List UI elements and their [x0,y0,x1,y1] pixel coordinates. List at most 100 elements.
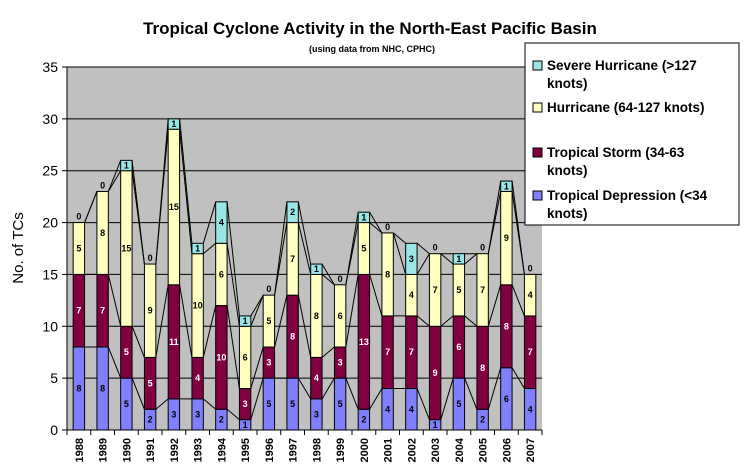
series-connector [84,118,525,317]
bar-segment [120,159,133,172]
x-tick-label: 2000 [359,438,371,462]
x-tick-label: 1997 [288,438,300,462]
x-tick-label: 1991 [145,438,157,462]
x-tick-label: 1999 [335,438,347,462]
data-label: 4 [385,404,390,414]
data-label: 0 [480,243,485,253]
x-tick-label: 1995 [240,438,252,462]
y-tick-label: 30 [42,111,58,127]
x-tick-label: 2001 [383,438,395,462]
y-tick-label: 0 [50,422,58,438]
bar-segment [476,253,489,327]
data-label: 9 [433,368,438,378]
x-axis-ticks: 1988 1989 1990 1991 1992 1993 1994 1995 1996 1997… [66,430,543,462]
x-tick-label: 1992 [169,438,181,462]
data-label: 6 [243,352,248,362]
data-label: 6 [504,394,509,404]
bar-segment [286,201,299,224]
data-label: 8 [100,228,105,238]
x-tick-label: 2005 [478,438,490,462]
data-label: 5 [361,244,366,254]
bar-segment [523,273,537,317]
bar-segment [333,284,347,348]
series-lines [84,118,525,420]
legend-swatch [532,147,543,158]
data-label: 1 [433,420,438,430]
bar-segment [310,263,323,275]
bar-segment [191,242,204,255]
data-label: 0 [148,253,153,263]
legend-entry: Hurricane (64-127 knots) [547,100,705,115]
data-label: 6 [219,269,224,279]
data-label: 0 [385,222,390,232]
data-label: 8 [290,332,295,342]
data-label: 2 [219,415,224,425]
x-tick-label: 1994 [216,437,228,462]
data-label: 6 [456,342,461,352]
data-label: 8 [314,311,319,321]
data-label: 0 [433,243,438,253]
x-tick-label: 1993 [193,438,205,462]
bar-segment [357,211,371,224]
data-label: 7 [528,347,533,357]
data-label: 3 [338,358,343,368]
data-label: 8 [480,363,485,373]
data-label: 5 [456,285,461,295]
data-label: 5 [124,347,129,357]
x-tick-label: 1990 [121,438,133,462]
bar-segment [215,201,228,244]
data-label: 1 [243,316,248,326]
legend-entry: Tropical Storm (34-63 knots) [547,145,685,178]
y-tick-label: 20 [42,215,58,231]
data-label: 5 [338,399,343,409]
data-label: 3 [195,409,200,419]
legend-swatch [532,102,543,113]
data-label: 5 [76,244,81,254]
data-label: 7 [385,347,390,357]
y-axis-label: No. of TCs [10,212,27,283]
series-connector [84,273,525,389]
data-label: 1 [171,119,176,129]
data-label: 8 [100,384,105,394]
data-label: 3 [266,358,271,368]
data-label: 2 [290,207,295,217]
data-label: 4 [528,404,533,414]
data-label: 2 [361,415,366,425]
data-label: 0 [338,274,343,284]
data-label: 1 [195,244,200,254]
y-tick-label: 15 [42,266,58,282]
data-label: 5 [148,378,153,388]
legend-swatch [532,190,543,201]
data-label: 5 [266,316,271,326]
data-label: 8 [504,321,509,331]
x-tick-label: 1998 [311,438,323,462]
data-label: 1 [361,212,366,222]
data-label: 1 [314,264,319,274]
data-label: 10 [216,352,226,362]
chart-subtitle: (using data from NHC, CPHC) [309,44,435,54]
x-tick-label: 1996 [264,438,276,462]
y-axis-ticks: 0 5 10 15 20 25 30 35 [42,59,67,438]
data-label: 4 [314,373,319,383]
data-label: 11 [169,337,179,347]
bar-segment [262,294,276,348]
bar-segment [381,232,394,317]
bar-segment [72,222,86,275]
data-label: 5 [456,399,461,409]
data-label: 1 [243,420,248,430]
data-label: 1 [456,254,461,264]
data-label: 5 [124,399,129,409]
series-connector [84,346,525,420]
x-tick-label: 2002 [406,438,418,462]
data-label: 4 [409,290,414,300]
data-label: 1 [124,161,129,171]
data-label: 3 [243,399,248,409]
data-label: 15 [169,202,179,212]
data-label: 5 [290,399,295,409]
x-tick-label: 1988 [74,438,86,462]
data-label: 7 [100,306,105,316]
data-label: 8 [76,384,81,394]
data-label: 3 [314,409,319,419]
data-label: 9 [504,233,509,243]
